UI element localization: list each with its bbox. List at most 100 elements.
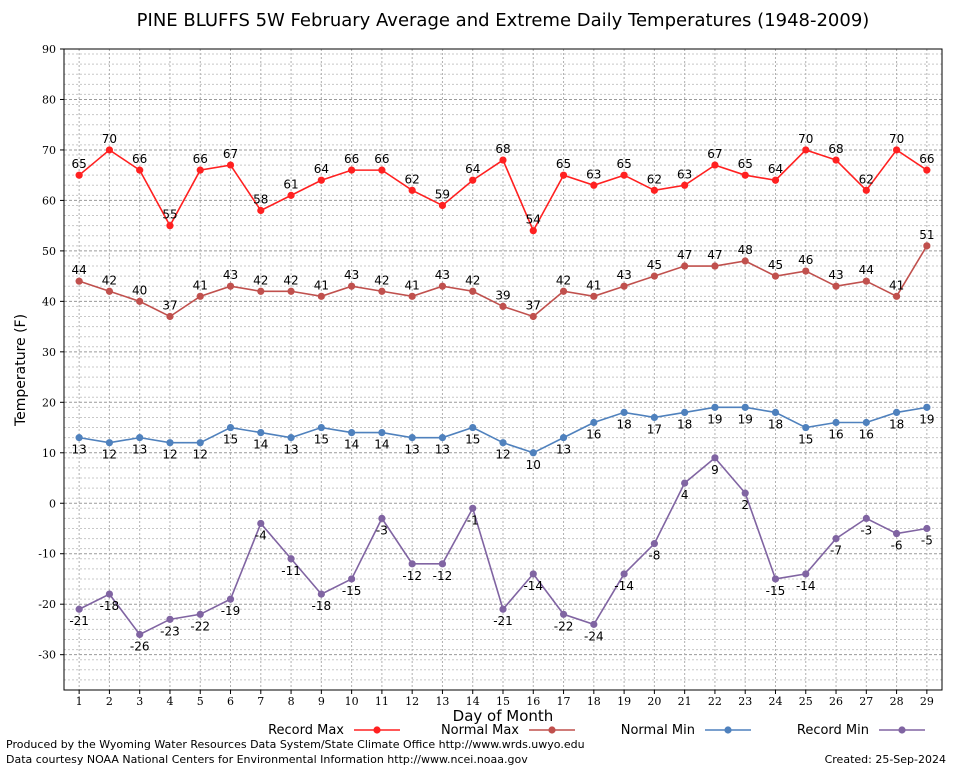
y-tick-label: 20 xyxy=(42,396,56,409)
normal-min-data-label: 13 xyxy=(556,443,571,457)
normal-max-point xyxy=(408,292,416,300)
record-max-point xyxy=(408,186,416,194)
record-min-legend-label: Record Min xyxy=(797,723,869,738)
record-min-data-label: 9 xyxy=(711,463,719,477)
record-max-data-label: 64 xyxy=(314,162,329,176)
record-max-data-label: 62 xyxy=(859,172,874,186)
normal-max-point xyxy=(378,287,386,295)
record-max-data-label: 68 xyxy=(828,142,843,156)
normal-min-point xyxy=(317,423,325,432)
record-min-data-label: -18 xyxy=(312,599,332,613)
record-max-data-label: 68 xyxy=(495,142,510,156)
x-tick-label: 1 xyxy=(76,695,83,708)
normal-max-point xyxy=(741,257,749,265)
record-max-legend-label: Record Max xyxy=(268,723,344,738)
record-max-data-label: 70 xyxy=(889,132,904,146)
x-tick-label: 4 xyxy=(166,695,173,708)
y-tick-label: 40 xyxy=(42,295,56,308)
normal-max-point xyxy=(802,267,810,275)
normal-min-point xyxy=(650,413,658,422)
record-min-point xyxy=(348,575,356,583)
record-max-data-label: 65 xyxy=(71,157,86,171)
x-tick-label: 2 xyxy=(106,695,113,708)
record-min-data-label: -12 xyxy=(433,569,453,583)
normal-max-legend-label: Normal Max xyxy=(441,723,519,738)
record-min-data-label: -1 xyxy=(467,513,479,527)
y-tick-label: -10 xyxy=(38,548,56,561)
y-tick-label: 0 xyxy=(49,497,56,510)
record-min-point xyxy=(771,575,780,583)
record-min-data-label: 4 xyxy=(681,488,689,502)
normal-max-data-label: 42 xyxy=(374,273,389,287)
record-max-point xyxy=(923,166,931,174)
record-max-point xyxy=(590,181,598,189)
record-min-data-label: -12 xyxy=(402,569,422,583)
record-max-point xyxy=(499,156,507,164)
record-min-data-label: -21 xyxy=(69,614,89,628)
record-max-point xyxy=(105,146,114,154)
normal-min-data-label: 18 xyxy=(677,417,692,431)
record-max-data-label: 58 xyxy=(253,193,268,207)
normal-max-data-label: 41 xyxy=(193,278,208,292)
normal-max-point xyxy=(317,292,325,300)
record-max-point xyxy=(711,161,719,169)
y-tick-label: -30 xyxy=(38,649,56,662)
record-max-point xyxy=(681,181,689,189)
y-tick-label: 60 xyxy=(42,194,56,207)
normal-min-data-label: 16 xyxy=(859,427,874,441)
record-max-data-label: 65 xyxy=(738,157,753,171)
series-layer: 65 70 66 55 66 67 58 61 64 66 66 62 59 64 68 54 65 63 65 62… xyxy=(69,132,934,654)
record-max-point xyxy=(469,176,477,184)
normal-min-point xyxy=(105,439,114,447)
record-max-data-label: 63 xyxy=(586,167,601,181)
y-axis-label: Temperature (F) xyxy=(13,314,29,427)
normal-min-data-label: 16 xyxy=(828,427,843,441)
normal-min-data-label: 12 xyxy=(102,448,117,462)
normal-max-data-label: 43 xyxy=(223,268,238,282)
record-max-data-label: 67 xyxy=(223,147,238,161)
x-tick-label: 28 xyxy=(890,695,904,708)
record-max-data-label: 70 xyxy=(798,132,813,146)
normal-max-data-label: 43 xyxy=(435,268,450,282)
record-max-data-label: 63 xyxy=(677,167,692,181)
footer-created-date: Created: 25-Sep-2024 xyxy=(825,753,946,766)
record-min-data-label: -21 xyxy=(493,614,513,628)
record-max-data-label: 65 xyxy=(556,157,571,171)
record-max-data-label: 66 xyxy=(374,152,389,166)
x-tick-label: 23 xyxy=(738,695,752,708)
normal-max-data-label: 41 xyxy=(314,278,329,292)
x-tick-label: 27 xyxy=(859,695,873,708)
normal-max-data-label: 42 xyxy=(102,273,117,287)
x-tick-label: 12 xyxy=(405,695,419,708)
normal-max-data-label: 45 xyxy=(647,258,662,272)
normal-max-point xyxy=(681,262,689,270)
normal-max-point xyxy=(226,282,235,290)
record-min-data-label: -7 xyxy=(830,544,842,558)
record-max-point xyxy=(620,171,628,179)
record-min-data-label: -22 xyxy=(190,619,210,633)
record-min-point xyxy=(317,590,325,598)
normal-max-point xyxy=(892,292,901,300)
y-tick-label: 70 xyxy=(42,144,56,157)
normal-min-point xyxy=(196,439,204,447)
normal-min-data-label: 13 xyxy=(435,443,450,457)
normal-max-point xyxy=(771,272,780,280)
record-max-point xyxy=(317,176,325,184)
record-max-data-label: 70 xyxy=(102,132,117,146)
record-min-point xyxy=(650,540,658,548)
normal-max-data-label: 42 xyxy=(556,273,571,287)
normal-min-point xyxy=(559,434,568,442)
record-max-point xyxy=(378,166,386,174)
record-min-point xyxy=(438,560,447,568)
normal-min-point xyxy=(257,428,265,437)
normal-min-data-label: 17 xyxy=(647,422,662,436)
record-min-data-label: -14 xyxy=(614,579,634,593)
normal-max-point xyxy=(469,287,477,295)
record-min-data-label: -3 xyxy=(376,523,388,537)
record-min-point xyxy=(741,489,749,497)
normal-max-data-label: 41 xyxy=(586,278,601,292)
normal-min-data-label: 12 xyxy=(495,448,510,462)
x-tick-label: 29 xyxy=(920,695,934,708)
normal-min-data-label: 18 xyxy=(768,417,783,431)
normal-max-data-label: 47 xyxy=(677,248,692,262)
